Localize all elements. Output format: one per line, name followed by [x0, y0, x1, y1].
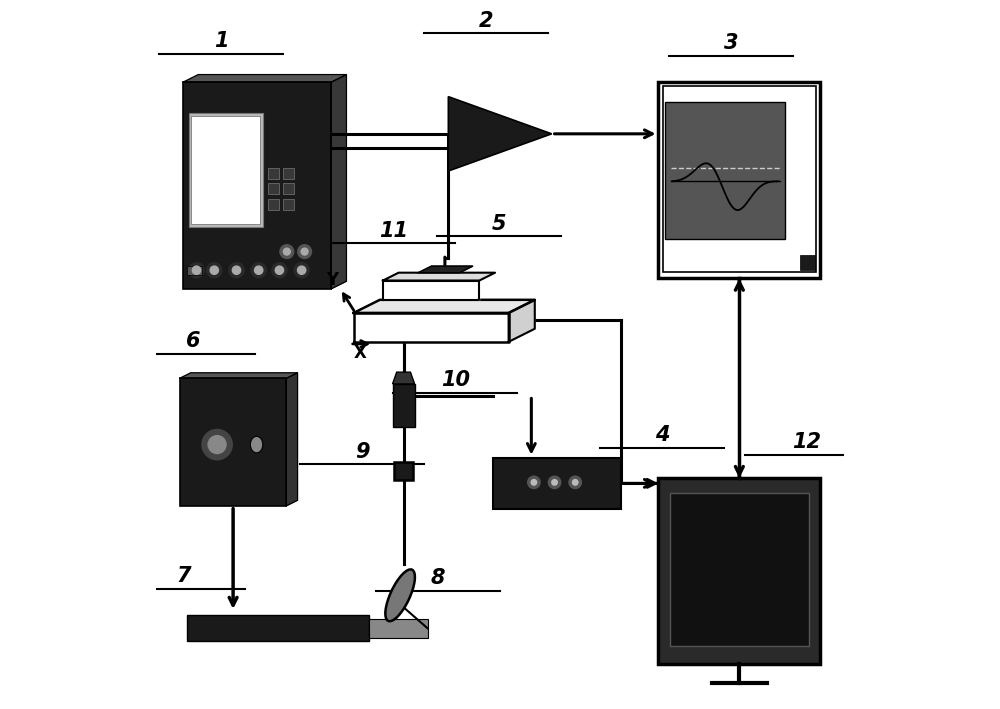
- Text: 8: 8: [431, 569, 445, 588]
- Bar: [393, 384, 415, 427]
- Circle shape: [210, 266, 218, 274]
- Circle shape: [569, 476, 581, 489]
- Text: X: X: [353, 344, 366, 362]
- Text: 7: 7: [176, 566, 190, 586]
- Bar: [670, 493, 809, 646]
- Polygon shape: [383, 281, 479, 300]
- Text: 6: 6: [186, 331, 201, 351]
- Circle shape: [251, 262, 266, 278]
- Bar: [369, 619, 428, 637]
- Bar: [493, 457, 621, 509]
- Circle shape: [280, 245, 294, 259]
- Text: 12: 12: [792, 432, 821, 452]
- Bar: [187, 266, 202, 275]
- Polygon shape: [286, 373, 298, 506]
- Bar: [268, 184, 279, 194]
- Text: 4: 4: [655, 425, 669, 445]
- Bar: [665, 102, 785, 239]
- Circle shape: [283, 248, 290, 255]
- Circle shape: [229, 262, 244, 278]
- Bar: [663, 86, 816, 272]
- Text: 1: 1: [214, 31, 228, 51]
- Circle shape: [572, 479, 578, 485]
- Circle shape: [298, 266, 306, 274]
- Circle shape: [202, 430, 232, 459]
- Bar: [183, 82, 331, 289]
- Circle shape: [192, 266, 201, 274]
- Circle shape: [531, 479, 537, 485]
- Text: Y: Y: [326, 272, 339, 289]
- Polygon shape: [418, 266, 473, 273]
- Bar: [180, 379, 286, 506]
- Bar: [189, 113, 263, 227]
- Polygon shape: [448, 96, 552, 171]
- Circle shape: [552, 479, 557, 485]
- Bar: [283, 184, 294, 194]
- Text: 3: 3: [724, 33, 739, 53]
- Circle shape: [208, 435, 226, 454]
- Bar: [394, 462, 413, 480]
- Bar: [191, 116, 260, 224]
- Text: 9: 9: [355, 442, 369, 462]
- Polygon shape: [509, 300, 535, 342]
- Bar: [268, 199, 279, 211]
- Bar: [187, 615, 369, 642]
- Bar: [283, 167, 294, 179]
- Ellipse shape: [250, 436, 263, 453]
- Bar: [658, 478, 820, 664]
- Circle shape: [298, 245, 311, 259]
- Bar: [268, 167, 279, 179]
- Circle shape: [232, 266, 241, 274]
- Text: 2: 2: [479, 11, 493, 30]
- Polygon shape: [383, 273, 495, 281]
- Text: 5: 5: [491, 213, 506, 234]
- Circle shape: [528, 476, 540, 489]
- Bar: [658, 82, 820, 279]
- Circle shape: [275, 266, 284, 274]
- Polygon shape: [354, 313, 509, 342]
- Text: 10: 10: [441, 370, 470, 390]
- Polygon shape: [393, 372, 415, 384]
- Bar: [800, 255, 815, 270]
- Polygon shape: [183, 74, 346, 82]
- Circle shape: [189, 262, 204, 278]
- Polygon shape: [354, 300, 535, 313]
- Circle shape: [272, 262, 287, 278]
- Ellipse shape: [385, 569, 415, 621]
- Circle shape: [301, 248, 308, 255]
- Polygon shape: [180, 373, 298, 379]
- Circle shape: [548, 476, 561, 489]
- Bar: [283, 199, 294, 211]
- Text: 11: 11: [379, 220, 408, 240]
- Polygon shape: [331, 74, 346, 289]
- Circle shape: [207, 262, 222, 278]
- Circle shape: [255, 266, 263, 274]
- Circle shape: [294, 262, 309, 278]
